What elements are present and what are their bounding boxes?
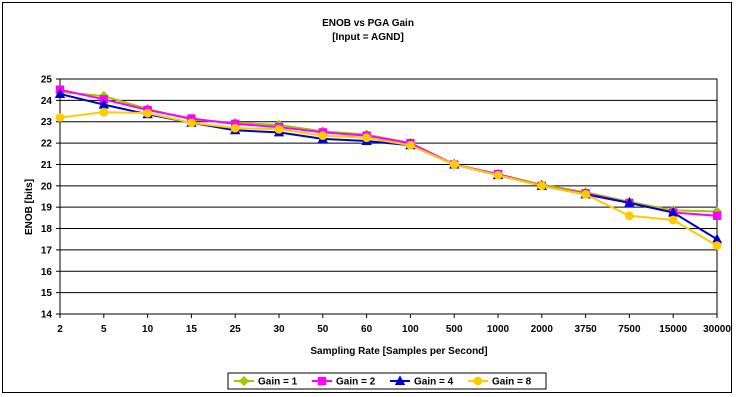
- data-point: [712, 241, 722, 251]
- y-axis-ticks: 14 15 16 17 18 19 20 21 22 23 24 25: [41, 75, 60, 321]
- data-point: [712, 211, 722, 220]
- data-point: [581, 189, 590, 199]
- data-point: [186, 118, 196, 128]
- legend-item: Gain = 4: [390, 375, 454, 388]
- legend-box: [227, 372, 547, 390]
- series-1: [54, 86, 723, 217]
- data-point: [537, 181, 547, 191]
- x-tick-label: 7500: [618, 324, 641, 335]
- legend-item: Gain = 2: [312, 377, 376, 388]
- x-tick-label: 100: [402, 324, 419, 335]
- x-tick-label: 50: [317, 324, 329, 335]
- series-line: [59, 111, 718, 247]
- y-axis-label: ENOB [bits]: [24, 179, 35, 235]
- series-4: [55, 107, 722, 251]
- legend-label: Gain = 1: [258, 377, 298, 388]
- data-point: [230, 123, 240, 133]
- y-tick-label: 17: [41, 245, 53, 256]
- legend-swatch-marker: [473, 376, 483, 386]
- x-tick-label: 3750: [574, 324, 597, 335]
- legend: Gain = 1 Gain = 2 Gain = 4 Gain = 8: [227, 372, 547, 390]
- legend-label: Gain = 8: [492, 377, 532, 388]
- y-tick-label: 21: [41, 160, 53, 171]
- x-tick-label: 10: [142, 324, 154, 335]
- data-point: [668, 215, 678, 225]
- chart-title: ENOB vs PGA Gain: [322, 18, 414, 29]
- y-tick-label: 24: [41, 96, 53, 107]
- x-tick-label: 2: [57, 324, 63, 335]
- y-tick-label: 14: [41, 310, 53, 321]
- data-point: [55, 113, 65, 122]
- y-tick-label: 18: [41, 224, 53, 235]
- x-tick-label: 15: [186, 324, 198, 335]
- legend-label: Gain = 2: [336, 377, 376, 388]
- x-tick-label: 30000: [703, 324, 731, 335]
- legend-swatch-marker: [317, 376, 327, 386]
- x-tick-label: 15000: [659, 324, 687, 335]
- data-point: [405, 140, 415, 150]
- y-tick-label: 15: [41, 288, 53, 299]
- legend-label: Gain = 4: [414, 377, 454, 388]
- x-tick-label: 500: [446, 324, 463, 335]
- data-point: [143, 108, 153, 118]
- x-tick-label: 30: [273, 324, 285, 335]
- data-point: [99, 107, 109, 117]
- x-axis-label: Sampling Rate [Samples per Second]: [310, 346, 487, 357]
- x-tick-label: 25: [230, 324, 242, 335]
- chart-subtitle: [Input = AGND]: [332, 32, 404, 43]
- plot-area: [59, 78, 718, 315]
- series-line: [59, 88, 718, 217]
- y-tick-label: 22: [41, 139, 53, 150]
- data-point: [449, 160, 459, 169]
- data-point: [362, 133, 372, 143]
- legend-swatch-marker: [394, 375, 406, 386]
- x-tick-label: 60: [361, 324, 373, 335]
- x-tick-label: 5: [101, 324, 107, 335]
- series-group: [54, 85, 723, 251]
- data-point: [493, 170, 503, 180]
- data-point: [54, 88, 66, 98]
- legend-item: Gain = 8: [468, 377, 532, 388]
- gridlines: [59, 78, 718, 315]
- series-line: [59, 90, 718, 213]
- x-tick-label: 1000: [487, 324, 510, 335]
- x-tick-label: 2000: [531, 324, 554, 335]
- x-axis-ticks: 2 5 10 15 25 30 50 60 100 500 1000 2000 3750 7500 1500…: [57, 314, 731, 335]
- legend-swatch-marker: [238, 375, 250, 387]
- y-tick-label: 19: [41, 203, 53, 214]
- data-point: [624, 197, 635, 207]
- legend-item: Gain = 1: [234, 375, 298, 388]
- y-tick-label: 16: [41, 267, 53, 278]
- data-point: [318, 131, 328, 141]
- y-tick-label: 25: [41, 75, 53, 86]
- data-point: [274, 124, 284, 134]
- y-tick-label: 20: [41, 181, 53, 192]
- y-tick-label: 23: [41, 117, 53, 128]
- data-point: [625, 211, 634, 221]
